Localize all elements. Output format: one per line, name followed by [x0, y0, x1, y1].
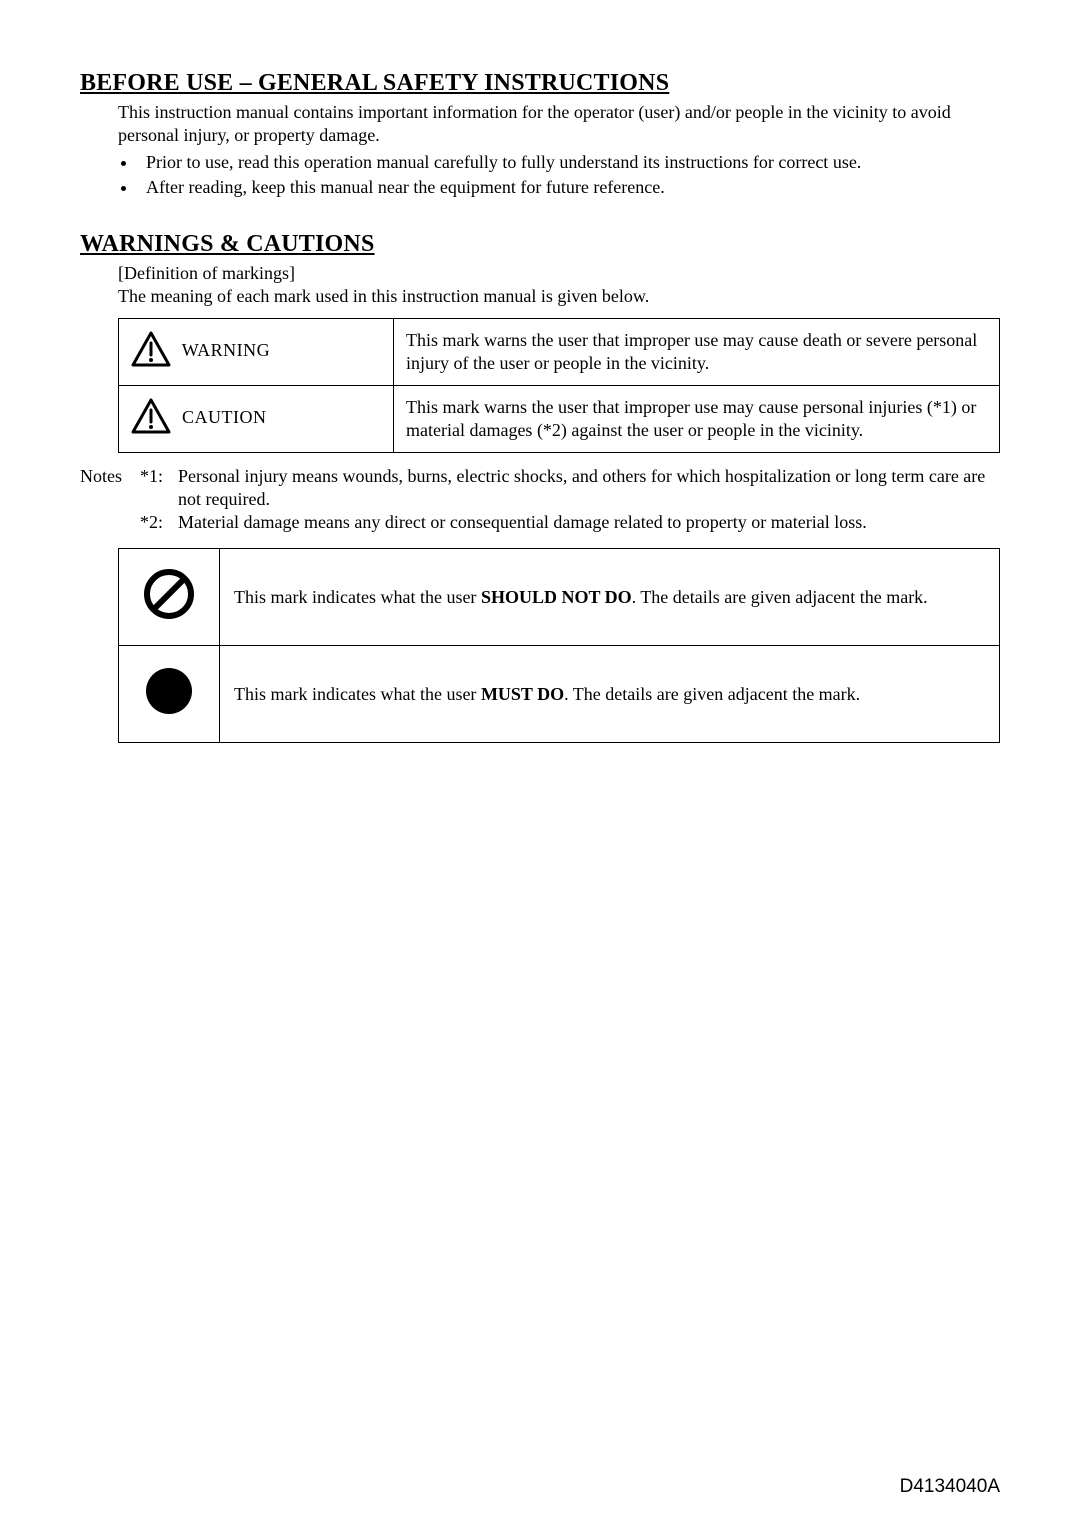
- notes-label: Notes: [80, 465, 140, 511]
- table-row: This mark indicates what the user MUST D…: [119, 646, 1000, 743]
- note-row: Notes *1: Personal injury means wounds, …: [80, 465, 1000, 511]
- warning-table: WARNING This mark warns the user that im…: [118, 318, 1000, 453]
- notes-label-empty: [80, 511, 140, 534]
- warning-triangle-icon: [131, 398, 171, 440]
- page: BEFORE USE – GENERAL SAFETY INSTRUCTIONS…: [0, 0, 1080, 1528]
- footer-code: D4134040A: [900, 1476, 1000, 1498]
- note-number: *2:: [140, 511, 178, 534]
- should-not-do-text: This mark indicates what the user SHOULD…: [220, 549, 1000, 646]
- intro-paragraph: This instruction manual contains importa…: [118, 101, 1000, 147]
- action-block: This mark indicates what the user SHOULD…: [118, 548, 1000, 743]
- definition-label: [Definition of markings]: [118, 262, 1000, 285]
- mandatory-icon-cell: [119, 646, 220, 743]
- must-do-text: This mark indicates what the user MUST D…: [220, 646, 1000, 743]
- caution-desc-cell: This mark warns the user that improper u…: [394, 386, 1000, 453]
- action-table: This mark indicates what the user SHOULD…: [118, 548, 1000, 743]
- bullet-item: Prior to use, read this operation manual…: [138, 151, 1000, 176]
- section-warnings-cautions: WARNINGS & CAUTIONS [Definition of marki…: [80, 231, 1000, 453]
- definitions-block: [Definition of markings] The meaning of …: [118, 262, 1000, 453]
- table-row: This mark indicates what the user SHOULD…: [119, 549, 1000, 646]
- prohibit-icon-cell: [119, 549, 220, 646]
- text-bold: MUST DO: [481, 684, 564, 704]
- heading-before-use: BEFORE USE – GENERAL SAFETY INSTRUCTIONS: [80, 70, 1000, 97]
- text-bold: SHOULD NOT DO: [481, 587, 632, 607]
- prohibit-icon: [142, 605, 196, 625]
- caution-label-cell: CAUTION: [119, 386, 394, 453]
- mandatory-icon: [142, 702, 196, 722]
- intro-text: This instruction manual contains importa…: [118, 101, 1000, 201]
- bullet-item: After reading, keep this manual near the…: [138, 176, 1000, 201]
- table-row: WARNING This mark warns the user that im…: [119, 319, 1000, 386]
- meaning-intro: The meaning of each mark used in this in…: [118, 285, 1000, 308]
- warning-desc-cell: This mark warns the user that improper u…: [394, 319, 1000, 386]
- heading-warnings: WARNINGS & CAUTIONS: [80, 231, 1000, 258]
- table-row: CAUTION This mark warns the user that im…: [119, 386, 1000, 453]
- note-text: Personal injury means wounds, burns, ele…: [178, 465, 1000, 511]
- warning-triangle-icon: [131, 331, 171, 373]
- warning-label-text: WARNING: [182, 340, 271, 360]
- bullet-list: Prior to use, read this operation manual…: [138, 151, 1000, 201]
- text-post: . The details are given adjacent the mar…: [632, 587, 928, 607]
- note-text: Material damage means any direct or cons…: [178, 511, 1000, 534]
- warning-label-cell: WARNING: [119, 319, 394, 386]
- section-before-use: BEFORE USE – GENERAL SAFETY INSTRUCTIONS…: [80, 70, 1000, 201]
- note-number: *1:: [140, 465, 178, 511]
- note-row: *2: Material damage means any direct or …: [80, 511, 1000, 534]
- text-pre: This mark indicates what the user: [234, 684, 481, 704]
- notes-block: Notes *1: Personal injury means wounds, …: [80, 465, 1000, 534]
- spacer: [80, 201, 1000, 231]
- text-post: . The details are given adjacent the mar…: [564, 684, 860, 704]
- text-pre: This mark indicates what the user: [234, 587, 481, 607]
- caution-label-text: CAUTION: [182, 407, 267, 427]
